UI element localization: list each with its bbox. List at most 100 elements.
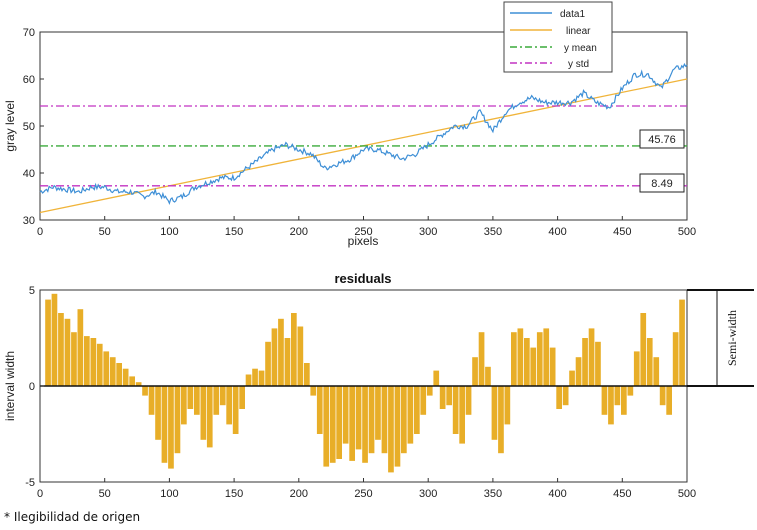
residual-bar — [426, 386, 433, 396]
residual-bar — [96, 343, 103, 386]
residual-bar — [375, 386, 381, 440]
bottom-xtick-label: 350 — [484, 488, 502, 500]
residual-bar — [84, 336, 90, 386]
residual-bar — [601, 386, 608, 415]
residual-bar — [653, 357, 660, 386]
residual-bar — [549, 347, 556, 386]
top-xtick-label: 400 — [548, 226, 566, 238]
residual-bar — [368, 386, 375, 454]
top-xtick-label: 350 — [484, 226, 502, 238]
residual-bar — [323, 386, 330, 467]
bottom-xtick-label: 100 — [160, 488, 178, 500]
bottom-xtick-label: 500 — [678, 488, 696, 500]
residual-bar — [666, 386, 672, 415]
residual-bar — [161, 386, 168, 463]
residual-bar — [485, 366, 491, 386]
top-ticks: 0 50 100 150 200 250 300 350 400 450 500 30 40 50 60 70 — [23, 27, 696, 238]
std-annotation-text: 8.49 — [651, 178, 672, 190]
residual-bar — [206, 386, 213, 448]
residual-bar — [168, 386, 174, 469]
residual-bar — [511, 332, 517, 386]
top-xtick-label: 500 — [678, 226, 696, 238]
top-xtick-label: 450 — [613, 226, 631, 238]
residual-bar — [213, 386, 220, 415]
residual-bar — [633, 351, 640, 386]
residual-bar — [135, 382, 142, 386]
top-plot: 0 50 100 150 200 250 300 350 400 450 500 30 40 50 60 70… — [3, 1, 696, 248]
residual-bar — [71, 332, 77, 386]
residual-bar — [672, 332, 679, 386]
residual-bar — [388, 386, 394, 473]
residual-bar — [181, 386, 187, 425]
top-ytick-label: 40 — [23, 168, 35, 180]
top-ytick-label: 50 — [23, 121, 35, 133]
residual-bar — [595, 341, 601, 386]
bottom-xtick-label: 150 — [225, 488, 243, 500]
top-xtick-label: 150 — [225, 226, 243, 238]
residual-bar — [582, 338, 588, 386]
top-ytick-label: 70 — [23, 27, 35, 39]
residual-bar — [646, 338, 653, 386]
residual-bar — [51, 293, 58, 386]
residual-bar — [252, 368, 258, 386]
legend-label-std: y std — [568, 59, 589, 70]
bottom-ytick-label: 5 — [29, 285, 35, 297]
residual-bar — [504, 386, 511, 425]
residual-bar — [58, 313, 64, 386]
residual-bar — [148, 386, 155, 415]
residual-bar — [621, 386, 627, 415]
residual-bar — [232, 386, 239, 434]
residual-bar — [258, 370, 265, 386]
residual-bar — [329, 386, 336, 463]
bottom-plot: residuals 0 50 100 150 200 250 300 350 400 450 500… — [3, 271, 754, 500]
residual-bar — [129, 376, 135, 386]
residual-bar — [278, 318, 284, 386]
residual-bar — [536, 332, 543, 386]
bottom-ytick-label: 0 — [29, 381, 35, 393]
residual-bar — [569, 370, 575, 386]
residual-bar — [465, 386, 472, 415]
legend-label-data1: data1 — [560, 9, 585, 20]
semi-width-label: Semi-width — [725, 310, 739, 366]
top-xtick-label: 250 — [354, 226, 372, 238]
residual-bar — [103, 351, 110, 386]
residual-bar — [342, 386, 349, 444]
residual-bar — [174, 386, 181, 454]
mean-annotation-text: 45.76 — [648, 134, 676, 146]
residual-bar — [116, 363, 122, 386]
legend: data1 linear y mean y std — [503, 1, 613, 73]
residual-bar — [355, 386, 362, 450]
residual-bar — [219, 386, 226, 406]
residual-bar — [77, 309, 84, 386]
mean-annotation-box — [639, 129, 685, 149]
residual-bar — [381, 386, 388, 454]
top-ytick-label: 60 — [23, 74, 35, 86]
top-ylabel: gray level — [3, 100, 17, 151]
semi-width-annotation: Semi-width — [687, 289, 754, 387]
bottom-ylabel: interval width — [3, 351, 17, 421]
residual-bar — [142, 386, 148, 396]
figure: 0 50 100 150 200 250 300 350 400 450 5003040506070… — [3, 1, 754, 500]
residual-bar — [239, 386, 245, 409]
residual-bar — [394, 386, 401, 467]
bottom-xtick-label: 200 — [290, 488, 308, 500]
residual-bar — [608, 386, 614, 425]
residual-bar — [524, 338, 530, 386]
residual-bar — [679, 299, 685, 386]
legend-label-mean: y mean — [564, 43, 597, 54]
footnote: * Ilegibilidad de origen — [4, 510, 141, 524]
std-annotation-box — [639, 173, 685, 193]
residual-bar — [543, 328, 550, 386]
residual-bar — [640, 313, 647, 386]
data1-series-line — [39, 62, 688, 205]
residual-bar — [304, 363, 310, 386]
residual-bar — [614, 386, 621, 406]
residual-bar — [478, 332, 485, 386]
residual-bar — [109, 357, 116, 386]
bottom-ticks: 0 50 100 150 200 250 300 350 400 450 500-505 — [25, 285, 696, 500]
top-xtick-label: 100 — [160, 226, 178, 238]
residual-bar — [245, 374, 252, 386]
residual-bar — [90, 338, 97, 386]
top-lines — [39, 78, 688, 214]
residual-bar — [446, 386, 452, 406]
